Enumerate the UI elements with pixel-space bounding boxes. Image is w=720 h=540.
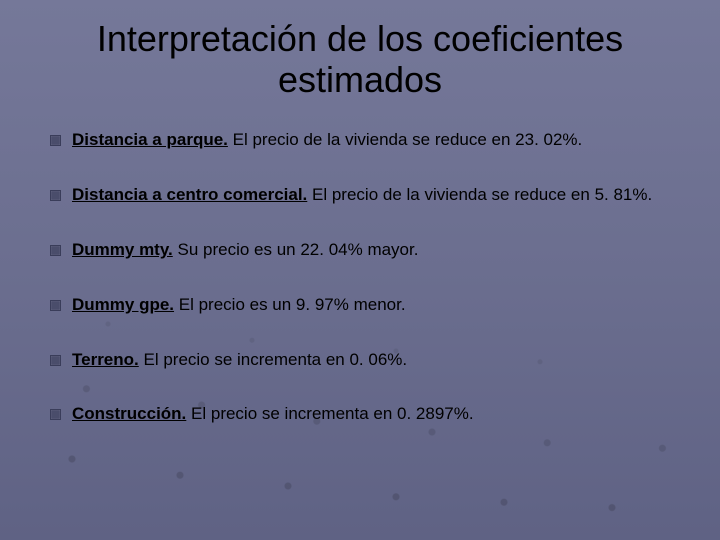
list-item: Distancia a parque. El precio de la vivi… <box>50 129 680 152</box>
item-label: Dummy mty. <box>72 240 173 259</box>
item-desc: El precio se incrementa en 0. 2897%. <box>186 404 473 423</box>
item-desc: Su precio es un 22. 04% mayor. <box>173 240 419 259</box>
list-item: Construcción. El precio se incrementa en… <box>50 403 680 426</box>
bullet-list: Distancia a parque. El precio de la vivi… <box>40 129 680 427</box>
list-item: Terreno. El precio se incrementa en 0. 0… <box>50 349 680 372</box>
item-desc: El precio es un 9. 97% menor. <box>174 295 406 314</box>
item-label: Construcción. <box>72 404 186 423</box>
item-label: Distancia a parque. <box>72 130 228 149</box>
item-desc: El precio de la vivienda se reduce en 23… <box>228 130 582 149</box>
item-desc: El precio se incrementa en 0. 06%. <box>139 350 407 369</box>
slide: Interpretación de los coeficientes estim… <box>0 0 720 540</box>
item-label: Dummy gpe. <box>72 295 174 314</box>
item-desc: El precio de la vivienda se reduce en 5.… <box>307 185 652 204</box>
slide-title: Interpretación de los coeficientes estim… <box>40 18 680 101</box>
list-item: Dummy mty. Su precio es un 22. 04% mayor… <box>50 239 680 262</box>
item-label: Distancia a centro comercial. <box>72 185 307 204</box>
item-label: Terreno. <box>72 350 139 369</box>
list-item: Distancia a centro comercial. El precio … <box>50 184 680 207</box>
list-item: Dummy gpe. El precio es un 9. 97% menor. <box>50 294 680 317</box>
